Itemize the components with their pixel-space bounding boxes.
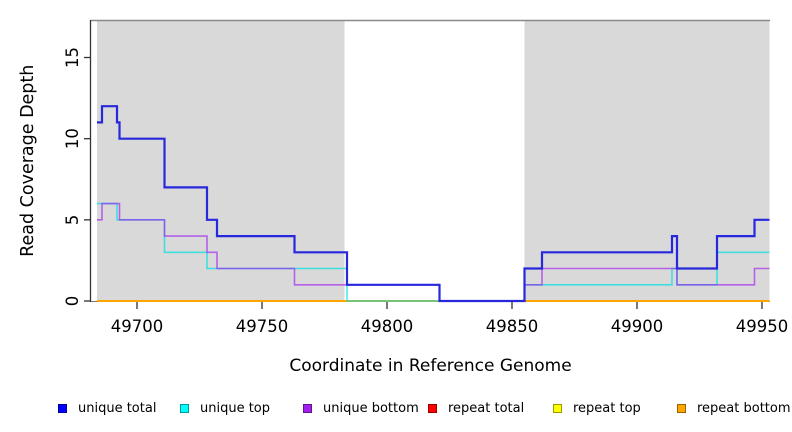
legend-swatch-repeat-total (428, 403, 437, 413)
legend-item-repeat-bottom: repeat bottom (677, 398, 791, 418)
legend-item-unique-bottom: unique bottom (303, 398, 419, 418)
legend-swatch-unique-total (58, 403, 67, 413)
y-tick-label: 15 (63, 47, 82, 68)
y-axis-title: Read Coverage Depth (18, 65, 38, 257)
legend-label: unique total (78, 400, 157, 416)
legend-label: unique bottom (323, 400, 419, 416)
y-tick-label: 10 (63, 128, 82, 149)
legend-swatch-unique-bottom (303, 403, 312, 413)
x-tick-label: 49900 (611, 317, 664, 336)
legend-swatch-repeat-top (553, 403, 562, 413)
legend-swatch-unique-top (180, 403, 189, 413)
x-tick-label: 49950 (736, 317, 789, 336)
legend-item-unique-top: unique top (180, 398, 270, 418)
legend-label: repeat top (573, 400, 641, 416)
legend: unique total unique top unique bottom repea… (0, 398, 792, 422)
legend-label: repeat total (448, 400, 525, 416)
series-unique-bottom (97, 202, 770, 302)
y-tick-label: 0 (63, 296, 82, 307)
x-tick-label: 49800 (361, 317, 414, 336)
x-axis-title: Coordinate in Reference Genome (289, 356, 572, 376)
legend-item-repeat-total: repeat total (428, 398, 524, 418)
x-tick-label: 49700 (111, 317, 164, 336)
y-tick-label: 5 (63, 215, 82, 226)
shaded-region (524, 20, 770, 302)
series-unique-total (97, 105, 770, 303)
legend-swatch-repeat-bottom (677, 403, 686, 413)
legend-label: repeat bottom (697, 400, 791, 416)
legend-label: unique top (200, 400, 271, 416)
coverage-plot: 0 5 10 15 49700 49750 49800 49850 49900 49950 Read… (18, 19, 789, 336)
legend-item-repeat-top: repeat top (553, 398, 641, 418)
x-tick-label: 49750 (236, 317, 289, 336)
legend-item-unique-total: unique total (58, 398, 156, 418)
x-tick-label: 49850 (486, 317, 539, 336)
shaded-region (97, 20, 345, 302)
